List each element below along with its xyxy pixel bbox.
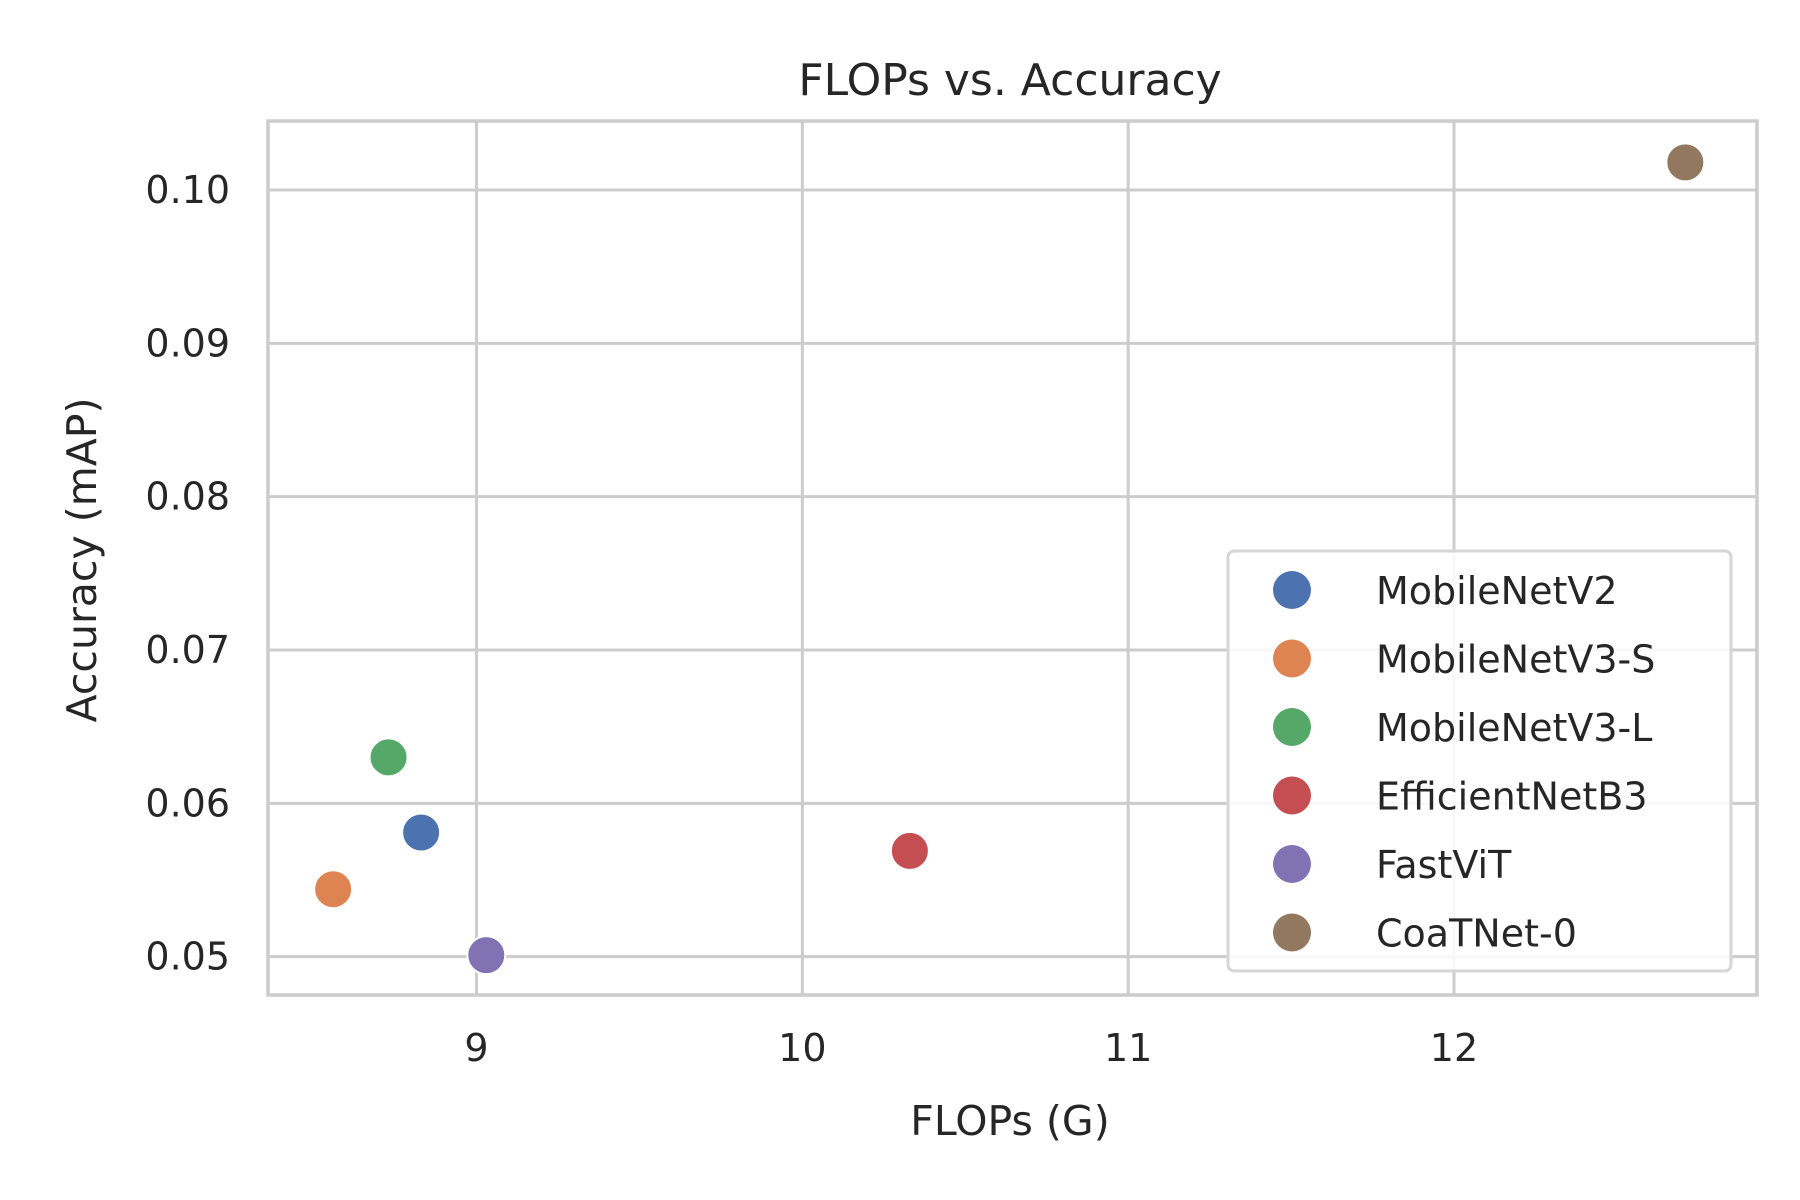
- data-point: [889, 830, 930, 871]
- chart-title: FLOPs vs. Accuracy: [798, 55, 1221, 106]
- legend-marker: [1273, 639, 1311, 678]
- y-tick-label: 0.10: [145, 168, 230, 212]
- data-point: [466, 935, 507, 976]
- y-tick-labels: 0.05 0.06 0.07 0.08 0.09 0.10: [145, 168, 230, 979]
- legend-label: EfficientNetB3: [1376, 775, 1648, 819]
- legend-label: MobileNetV2: [1376, 569, 1618, 613]
- data-points: [313, 142, 1706, 976]
- x-tick-label: 10: [778, 1026, 826, 1070]
- y-tick-label: 0.05: [145, 935, 230, 979]
- y-tick-label: 0.09: [145, 321, 230, 365]
- plot-frame: [266, 119, 1759, 997]
- legend-marker: [1273, 571, 1311, 609]
- x-axis-label: FLOPs (G): [910, 1097, 1109, 1145]
- legend-marker: [1273, 776, 1311, 815]
- y-tick-label: 0.07: [145, 628, 230, 672]
- y-tick-label: 0.08: [145, 475, 230, 519]
- y-axis-label: Accuracy (mAP): [58, 398, 106, 723]
- data-point: [368, 737, 409, 778]
- x-tick-label: 12: [1430, 1026, 1478, 1070]
- legend-label: MobileNetV3-S: [1376, 638, 1655, 682]
- x-tick-label: 9: [464, 1026, 488, 1070]
- legend-box: [1226, 549, 1733, 973]
- legend-marker: [1273, 708, 1311, 746]
- x-tick-label: 11: [1104, 1026, 1152, 1070]
- data-point: [313, 869, 354, 910]
- legend-marker: [1273, 913, 1311, 952]
- legend-label: MobileNetV3-L: [1376, 706, 1652, 750]
- x-tick-labels: 9 10 11 12: [464, 1026, 1478, 1070]
- legend-marker: [1273, 845, 1311, 883]
- y-tick-label: 0.06: [145, 781, 230, 825]
- legend-label: CoaTNet-0: [1376, 912, 1577, 956]
- legend-label: FastViT: [1376, 843, 1512, 887]
- data-point: [1665, 142, 1706, 183]
- data-point: [401, 812, 442, 853]
- legend: MobileNetV2 MobileNetV3-S MobileNetV3-L Eff…: [1226, 549, 1733, 973]
